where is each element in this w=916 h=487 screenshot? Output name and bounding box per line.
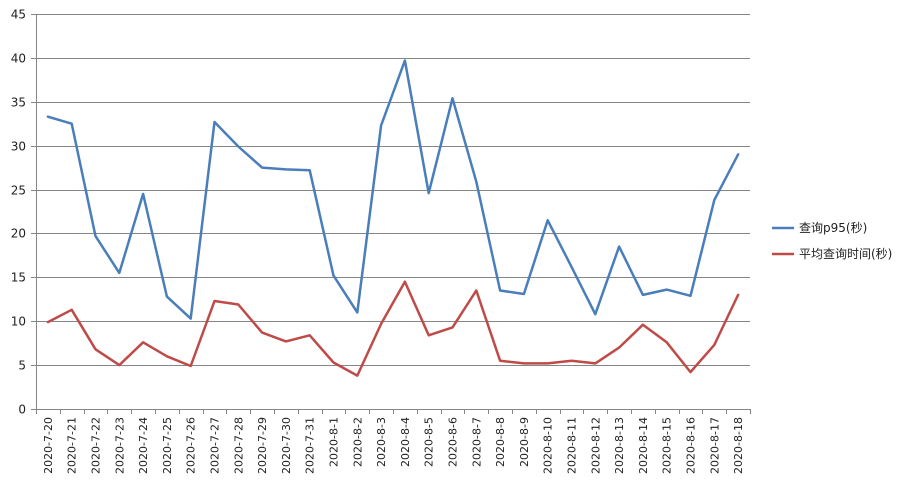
x-tick-label: 2020-7-31 [304, 417, 317, 474]
x-tick-label: 2020-8-8 [494, 417, 507, 467]
y-tick-label: 35 [11, 96, 26, 110]
x-tick-label: 2020-8-14 [637, 417, 650, 474]
x-tick-label: 2020-8-2 [351, 417, 364, 467]
x-tick-label: 2020-7-30 [280, 417, 293, 474]
x-tick-label: 2020-8-17 [708, 417, 721, 474]
gridlines [36, 14, 750, 366]
y-tick-label: 0 [18, 403, 26, 417]
x-tick-label: 2020-8-6 [447, 417, 460, 467]
y-tick-labels: 0 5 10 15 20 25 30 35 40 45 [11, 8, 26, 417]
x-tick-label: 2020-8-18 [732, 417, 745, 474]
x-tick-label: 2020-7-27 [209, 417, 222, 474]
x-tick-label: 2020-7-24 [137, 417, 150, 474]
x-tick-label: 2020-8-15 [661, 417, 674, 474]
y-tick-label: 15 [11, 271, 26, 285]
x-tick-label: 2020-8-1 [328, 417, 341, 467]
series-line-2 [46, 280, 740, 377]
y-tick-label: 40 [11, 52, 26, 66]
y-tick-label: 20 [11, 227, 26, 241]
axes [31, 14, 751, 414]
x-tick-label: 2020-7-25 [161, 417, 174, 474]
series-lines [46, 59, 740, 377]
x-tick-label: 2020-7-28 [232, 417, 245, 474]
x-tick-label: 2020-7-23 [113, 417, 126, 474]
y-tick-label: 25 [11, 184, 26, 198]
legend-label-2: 平均查询时间(秒) [799, 247, 892, 261]
x-tick-label: 2020-8-9 [518, 417, 531, 467]
x-tick-label: 2020-7-29 [256, 417, 269, 474]
x-tick-label: 2020-8-3 [375, 417, 388, 467]
y-tick-label: 5 [18, 359, 26, 373]
series-line-1 [46, 59, 740, 320]
y-tick-label: 30 [11, 140, 26, 154]
legend: 查询p95(秒) 平均查询时间(秒) [772, 221, 892, 261]
x-tick-labels: 2020-7-20 2020-7-21 2020-7-22 2020-7-23 2020… [42, 417, 745, 474]
x-tick-label: 2020-7-21 [66, 417, 79, 474]
y-tick-label: 45 [11, 8, 26, 22]
x-tick-label: 2020-8-4 [399, 417, 412, 467]
x-tick-label: 2020-8-11 [566, 417, 579, 474]
x-tick-label: 2020-8-7 [470, 417, 483, 467]
x-tick-label: 2020-8-10 [542, 417, 555, 474]
x-tick-label: 2020-8-13 [613, 417, 626, 474]
legend-label-1: 查询p95(秒) [799, 221, 867, 235]
x-tick-label: 2020-8-16 [685, 417, 698, 474]
x-tick-label: 2020-7-22 [90, 417, 103, 474]
x-tick-label: 2020-7-20 [42, 417, 55, 474]
x-tick-label: 2020-7-26 [185, 417, 198, 474]
y-tick-label: 10 [11, 315, 26, 329]
x-tick-label: 2020-8-5 [423, 417, 436, 467]
x-tick-label: 2020-8-12 [589, 417, 602, 474]
